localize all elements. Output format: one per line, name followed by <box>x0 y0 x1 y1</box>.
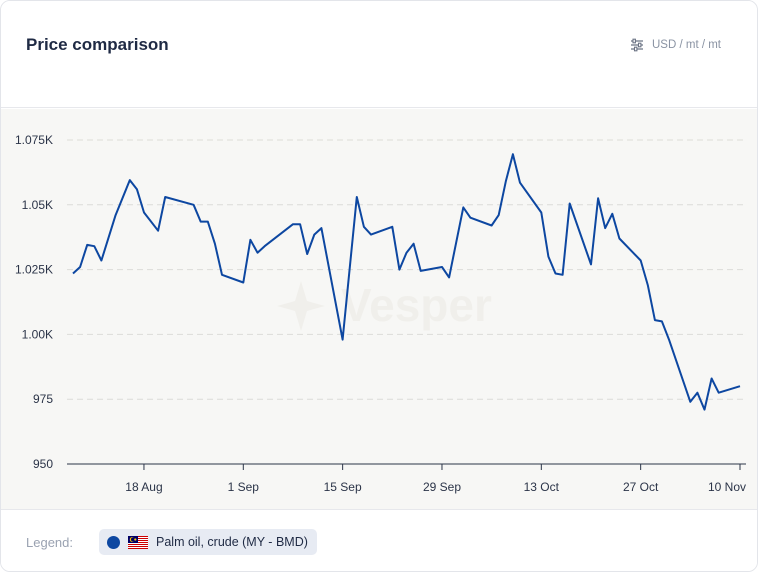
y-tick-label: 975 <box>33 392 53 406</box>
y-gridlines <box>67 139 746 400</box>
units-selector[interactable]: USD / mt / mt <box>630 38 721 52</box>
y-tick-label: 1.075K <box>15 133 53 147</box>
legend-item-palm-oil[interactable]: Palm oil, crude (MY - BMD) <box>99 529 317 555</box>
plot-background <box>1 109 757 509</box>
y-tick-label: 1.05K <box>22 198 53 212</box>
watermark-star-icon <box>277 281 325 331</box>
x-tick-label: 18 Aug <box>125 480 162 494</box>
y-tick-label: 1.00K <box>22 327 53 341</box>
x-axis-ticks: 18 Aug 1 Sep 15 Sep 29 Sep 13 Oct 27 Oct 10 No… <box>125 464 746 494</box>
card-header: Price comparison USD / mt / mt <box>1 1 757 108</box>
watermark-text: Vesper <box>341 279 492 331</box>
y-axis-ticks: 950 975 1.00K 1.025K 1.05K 1.075K <box>15 133 53 471</box>
y-tick-label: 1.025K <box>15 263 53 277</box>
legend-label: Legend: <box>26 535 73 550</box>
x-tick-label: 13 Oct <box>524 480 560 494</box>
x-tick-label: 29 Sep <box>423 480 461 494</box>
y-tick-label: 950 <box>33 457 53 471</box>
x-tick-label: 27 Oct <box>623 480 659 494</box>
series-lines <box>72 153 741 411</box>
legend-item-label: Palm oil, crude (MY - BMD) <box>156 535 308 549</box>
chart-title: Price comparison <box>26 35 169 54</box>
line-chart: Vesper 950 975 1.00K 1.025K 1.05K 1.075K 18 A… <box>15 133 746 494</box>
legend-bar: Legend: Palm oil, <box>1 509 757 571</box>
watermark: Vesper <box>277 279 492 331</box>
sliders-icon[interactable] <box>630 38 644 52</box>
x-tick-label: 10 Nov <box>708 480 746 494</box>
malaysia-flag-icon <box>128 535 148 549</box>
x-tick-label: 15 Sep <box>324 480 362 494</box>
units-label: USD / mt / mt <box>652 39 721 51</box>
series-color-dot <box>107 535 120 549</box>
series-line-palm-oil[interactable] <box>72 153 741 411</box>
x-tick-label: 1 Sep <box>228 480 260 494</box>
